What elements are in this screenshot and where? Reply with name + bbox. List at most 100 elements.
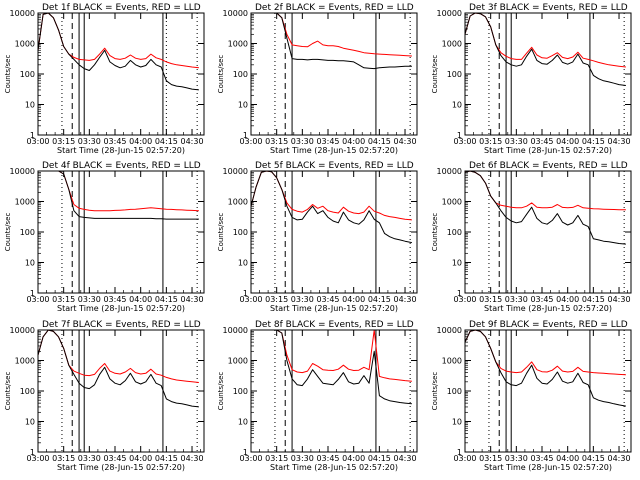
y-tick-label: 1 — [457, 289, 462, 298]
y-tick-label: 10000 — [223, 326, 248, 335]
x-tick-label: 03:45 — [103, 295, 126, 304]
x-tick-label: 03:15 — [479, 454, 502, 463]
x-tick-label: 04:15 — [368, 454, 391, 463]
y-tick-label: 1 — [457, 131, 462, 140]
y-tick-label: 10 — [452, 418, 462, 427]
chart-panel-4: 1 10 100 1000 10000 03:00 03:15 03:30 03:45 04:00… — [4, 161, 205, 313]
y-tick-label: 10000 — [10, 167, 35, 176]
chart-title: Det 3f BLACK = Events, RED = LLD — [469, 3, 628, 13]
y-tick-label: 1 — [243, 131, 248, 140]
x-tick-label: 04:00 — [129, 454, 152, 463]
y-tick-label: 1 — [30, 448, 35, 457]
x-tick-label: 04:15 — [368, 137, 391, 146]
x-axis-label: Start Time (28-Jun-15 02:57:20) — [484, 463, 612, 472]
y-axis-label: Counts/sec — [4, 55, 12, 94]
chart-panel-7: 1 10 100 1000 10000 03:00 03:15 03:30 03:45 04:00… — [4, 320, 205, 472]
x-tick-label: 03:15 — [52, 295, 75, 304]
y-tick-label: 100 — [447, 228, 462, 237]
y-tick-label: 1 — [30, 131, 35, 140]
x-tick-label: 04:30 — [393, 295, 416, 304]
time-markers — [488, 13, 625, 135]
y-tick-label: 10000 — [10, 326, 35, 335]
y-axis-label: Counts/sec — [431, 55, 439, 94]
series-group — [251, 13, 412, 70]
x-tick-label: 03:30 — [78, 137, 101, 146]
y-tick-label: 100 — [447, 387, 462, 396]
x-tick-label: 03:30 — [505, 137, 528, 146]
x-tick-label: 03:15 — [479, 295, 502, 304]
chart-panel-9: 1 10 100 1000 10000 03:00 03:15 03:30 03:45 04:00… — [431, 320, 632, 472]
series-group — [38, 330, 199, 408]
series-group — [465, 171, 626, 245]
chart-panel-3: 1 10 100 1000 10000 03:00 03:15 03:30 03:45 04:00… — [431, 3, 632, 155]
x-tick-label: 03:45 — [316, 295, 339, 304]
x-tick-label: 04:00 — [556, 295, 579, 304]
x-tick-label: 04:30 — [607, 137, 630, 146]
x-tick-label: 03:30 — [505, 454, 528, 463]
x-axis-label: Start Time (28-Jun-15 02:57:20) — [270, 463, 398, 472]
chart-title: Det 1f BLACK = Events, RED = LLD — [42, 3, 201, 13]
y-tick-label: 100 — [447, 70, 462, 79]
y-axis-label: Counts/sec — [431, 372, 439, 411]
y-tick-label: 10 — [238, 101, 248, 110]
x-axis-label: Start Time (28-Jun-15 02:57:20) — [57, 146, 185, 155]
x-tick-label: 03:45 — [103, 137, 126, 146]
x-tick-label: 04:00 — [342, 295, 365, 304]
x-tick-label: 03:30 — [78, 454, 101, 463]
y-tick-label: 10000 — [223, 167, 248, 176]
events-series-line — [251, 171, 412, 244]
x-tick-label: 04:00 — [556, 137, 579, 146]
y-tick-label: 10 — [238, 418, 248, 427]
x-tick-label: 03:00 — [453, 454, 476, 463]
x-tick-label: 03:45 — [316, 137, 339, 146]
x-tick-label: 04:15 — [582, 454, 605, 463]
y-tick-label: 1 — [457, 448, 462, 457]
x-tick-label: 03:45 — [530, 295, 553, 304]
x-tick-label: 03:30 — [291, 137, 314, 146]
x-tick-label: 03:00 — [239, 295, 262, 304]
chart-panel-5: 1 10 100 1000 10000 03:00 03:15 03:30 03:45 04:00… — [217, 161, 418, 313]
x-tick-label: 03:15 — [265, 454, 288, 463]
x-axis-label: Start Time (28-Jun-15 02:57:20) — [57, 463, 185, 472]
time-markers — [61, 13, 198, 135]
x-tick-label: 04:00 — [342, 454, 365, 463]
y-axis-label: Counts/sec — [217, 372, 225, 411]
y-axis-label: Counts/sec — [4, 372, 12, 411]
chart-title: Det 8f BLACK = Events, RED = LLD — [255, 320, 414, 330]
y-tick-label: 1000 — [15, 357, 35, 366]
x-tick-label: 03:30 — [78, 295, 101, 304]
y-tick-label: 100 — [20, 387, 35, 396]
x-tick-label: 03:00 — [26, 137, 49, 146]
y-tick-label: 1000 — [442, 357, 462, 366]
chart-title: Det 2f BLACK = Events, RED = LLD — [255, 3, 414, 13]
events-series-line — [465, 330, 626, 407]
x-tick-label: 04:15 — [155, 295, 178, 304]
x-tick-label: 03:00 — [453, 137, 476, 146]
x-tick-label: 03:15 — [479, 137, 502, 146]
y-tick-label: 1 — [30, 289, 35, 298]
events-series-line — [38, 13, 199, 91]
x-tick-label: 03:45 — [530, 137, 553, 146]
x-axis-label: Start Time (28-Jun-15 02:57:20) — [57, 304, 185, 313]
y-tick-label: 1000 — [228, 40, 248, 49]
y-tick-label: 1000 — [228, 198, 248, 207]
x-tick-label: 03:30 — [505, 295, 528, 304]
x-tick-label: 03:45 — [530, 454, 553, 463]
y-tick-label: 10000 — [437, 167, 462, 176]
time-markers — [274, 171, 411, 293]
series-group — [465, 13, 626, 86]
chart-panel-6: 1 10 100 1000 10000 03:00 03:15 03:30 03:45 04:00… — [431, 161, 632, 313]
x-tick-label: 03:00 — [26, 454, 49, 463]
y-tick-label: 10000 — [10, 9, 35, 18]
x-tick-label: 04:30 — [180, 295, 203, 304]
x-tick-label: 03:00 — [453, 295, 476, 304]
x-tick-label: 04:30 — [607, 454, 630, 463]
time-markers — [61, 171, 198, 293]
x-tick-label: 04:00 — [129, 137, 152, 146]
events-series-line — [465, 13, 626, 86]
x-tick-label: 04:15 — [155, 137, 178, 146]
x-tick-label: 04:30 — [393, 137, 416, 146]
x-tick-label: 04:00 — [556, 454, 579, 463]
x-tick-label: 03:30 — [291, 295, 314, 304]
